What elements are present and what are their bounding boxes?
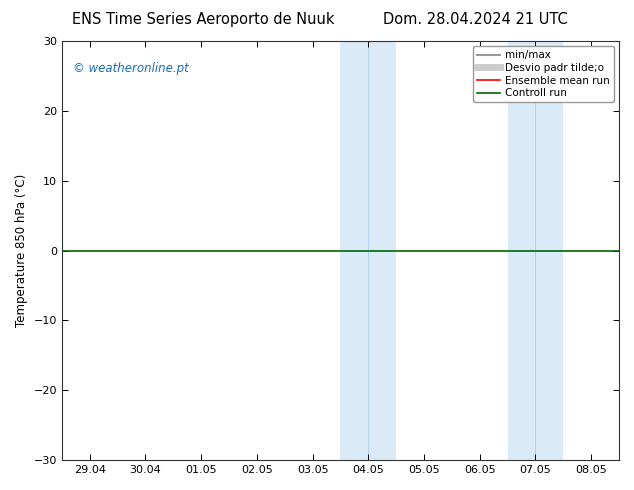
Text: Dom. 28.04.2024 21 UTC: Dom. 28.04.2024 21 UTC — [383, 12, 568, 27]
Text: ENS Time Series Aeroporto de Nuuk: ENS Time Series Aeroporto de Nuuk — [72, 12, 334, 27]
Bar — [340, 41, 368, 460]
Text: © weatheronline.pt: © weatheronline.pt — [73, 62, 189, 75]
Bar — [508, 41, 536, 460]
Bar — [368, 41, 396, 460]
Y-axis label: Temperature 850 hPa (°C): Temperature 850 hPa (°C) — [15, 174, 28, 327]
Legend: min/max, Desvio padr tilde;o, Ensemble mean run, Controll run: min/max, Desvio padr tilde;o, Ensemble m… — [472, 46, 614, 102]
Bar — [536, 41, 563, 460]
